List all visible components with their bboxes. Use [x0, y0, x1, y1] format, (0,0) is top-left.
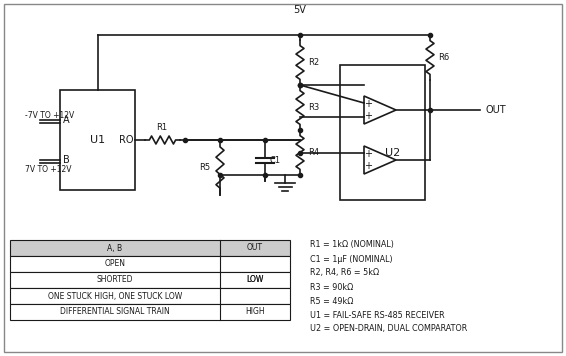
Bar [60, 90, 135, 190]
Text: R5: R5 [199, 163, 210, 172]
Bar [10, 288, 290, 304]
Text: RO: RO [118, 135, 133, 145]
Text: A, B: A, B [108, 244, 123, 252]
Text: OUT: OUT [247, 244, 263, 252]
Text: 5V: 5V [294, 5, 306, 15]
Text: LOW: LOW [246, 276, 264, 284]
Text: R3: R3 [308, 103, 319, 112]
Text: R4: R4 [308, 148, 319, 157]
Text: R6: R6 [438, 52, 449, 62]
Text: DIFFERENTIAL SIGNAL TRAIN: DIFFERENTIAL SIGNAL TRAIN [60, 308, 170, 316]
Text: OPEN: OPEN [105, 260, 126, 268]
Text: C1: C1 [270, 156, 281, 165]
Text: +: + [364, 149, 372, 159]
Text: ONE STUCK HIGH, ONE STUCK LOW: ONE STUCK HIGH, ONE STUCK LOW [48, 292, 182, 300]
Bar [340, 65, 425, 200]
Bar [10, 240, 290, 256]
Text: R3 = 90kΩ: R3 = 90kΩ [310, 283, 353, 292]
Text: R2, R4, R6 = 5kΩ: R2, R4, R6 = 5kΩ [310, 268, 379, 277]
Text: R1 = 1kΩ (NOMINAL): R1 = 1kΩ (NOMINAL) [310, 241, 394, 250]
Text: U2: U2 [385, 148, 400, 158]
Text: A: A [63, 115, 70, 125]
Bar [10, 272, 290, 288]
Text: R2: R2 [308, 58, 319, 67]
Text: U2 = OPEN-DRAIN, DUAL COMPARATOR: U2 = OPEN-DRAIN, DUAL COMPARATOR [310, 325, 468, 334]
Bar [10, 256, 290, 272]
Text: U1 = FAIL-SAFE RS-485 RECEIVER: U1 = FAIL-SAFE RS-485 RECEIVER [310, 310, 445, 319]
Text: B: B [63, 155, 70, 165]
Text: +: + [364, 111, 372, 121]
Text: 7V TO +12V: 7V TO +12V [25, 166, 71, 174]
Text: OUT: OUT [485, 105, 505, 115]
Text: LOW: LOW [246, 276, 264, 284]
Text: +: + [364, 161, 372, 171]
Text: R5 = 49kΩ: R5 = 49kΩ [310, 297, 353, 305]
Bar [10, 304, 290, 320]
Text: C1 = 1μF (NOMINAL): C1 = 1μF (NOMINAL) [310, 255, 393, 263]
Text: HIGH: HIGH [245, 308, 265, 316]
Text: -7V TO +12V: -7V TO +12V [25, 110, 74, 120]
Text: +: + [364, 99, 372, 109]
Text: U1: U1 [90, 135, 105, 145]
Text: SHORTED: SHORTED [97, 276, 133, 284]
Text: R1: R1 [156, 123, 168, 132]
